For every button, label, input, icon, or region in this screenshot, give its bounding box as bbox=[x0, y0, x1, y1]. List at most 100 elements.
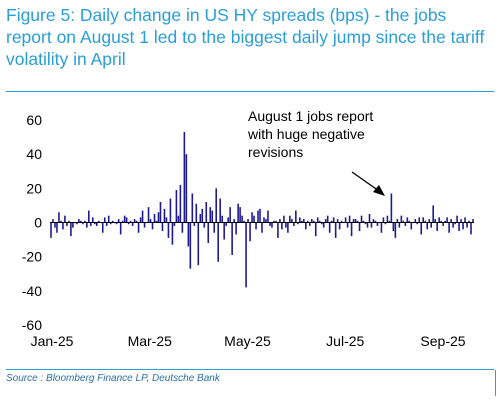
bar bbox=[177, 215, 180, 223]
bar bbox=[103, 217, 106, 223]
bar bbox=[215, 188, 218, 223]
y-tick-label: 40 bbox=[26, 146, 42, 162]
bar bbox=[62, 222, 64, 230]
bar bbox=[259, 208, 261, 223]
bar bbox=[356, 220, 359, 223]
bar bbox=[312, 220, 315, 223]
bar bbox=[243, 220, 245, 223]
bar bbox=[237, 203, 239, 223]
bar bbox=[173, 222, 176, 226]
bar bbox=[247, 219, 249, 223]
bar bbox=[326, 215, 329, 223]
annotation: August 1 jobs report with huge negative re… bbox=[247, 108, 385, 196]
bar bbox=[181, 222, 184, 233]
x-tick-label: Jul-25 bbox=[326, 333, 364, 349]
bar bbox=[283, 215, 285, 223]
bar bbox=[430, 222, 432, 228]
annotation-line: with huge negative bbox=[247, 126, 365, 142]
bar bbox=[76, 222, 78, 225]
bar bbox=[418, 217, 421, 223]
bar bbox=[285, 222, 287, 228]
bar bbox=[241, 215, 243, 223]
bar bbox=[97, 220, 100, 223]
bar bbox=[354, 219, 357, 223]
bar bbox=[422, 217, 425, 223]
bar bbox=[291, 219, 293, 223]
bar bbox=[205, 202, 208, 223]
bar bbox=[133, 219, 136, 223]
bar bbox=[58, 212, 60, 223]
bar bbox=[107, 215, 110, 223]
bar bbox=[297, 222, 299, 225]
bar bbox=[269, 222, 271, 226]
bar bbox=[199, 213, 202, 223]
bar bbox=[277, 222, 279, 238]
bar bbox=[141, 210, 144, 223]
bar bbox=[125, 217, 128, 223]
bar bbox=[362, 220, 365, 223]
bar bbox=[330, 220, 333, 223]
bar bbox=[109, 222, 112, 225]
bar bbox=[82, 222, 84, 225]
bar bbox=[402, 220, 405, 223]
bar bbox=[183, 131, 186, 223]
bar bbox=[410, 222, 413, 230]
bar bbox=[231, 222, 233, 255]
source-divider bbox=[6, 369, 494, 370]
bar bbox=[303, 219, 305, 223]
bar bbox=[119, 222, 122, 235]
bar bbox=[279, 219, 281, 223]
bar bbox=[263, 217, 265, 223]
bar bbox=[372, 219, 375, 223]
bar bbox=[80, 220, 82, 223]
bar bbox=[221, 215, 223, 223]
bar bbox=[316, 217, 319, 223]
bar bbox=[328, 222, 331, 233]
bar bbox=[386, 215, 389, 223]
bar bbox=[70, 222, 72, 237]
bar bbox=[454, 222, 456, 225]
bar bbox=[314, 222, 317, 237]
bar bbox=[197, 222, 200, 266]
bar bbox=[161, 222, 164, 232]
bar bbox=[273, 220, 275, 223]
bar bbox=[346, 222, 349, 228]
bar bbox=[414, 219, 417, 223]
bar bbox=[239, 207, 241, 223]
bar bbox=[153, 213, 156, 223]
bar bbox=[428, 219, 431, 223]
bar bbox=[175, 190, 178, 223]
y-tick-label: 20 bbox=[26, 180, 42, 196]
bar bbox=[93, 222, 96, 225]
bar bbox=[306, 220, 309, 223]
bar bbox=[466, 222, 468, 228]
y-tick-label: -20 bbox=[22, 249, 42, 265]
bar bbox=[406, 217, 409, 223]
bar bbox=[115, 222, 118, 225]
bar bbox=[267, 210, 269, 223]
bar bbox=[336, 219, 339, 223]
figure-title: Figure 5: Daily change in US HY spreads … bbox=[6, 5, 485, 69]
bar bbox=[350, 222, 353, 237]
bar bbox=[235, 222, 237, 235]
bar bbox=[68, 220, 70, 223]
bar bbox=[101, 222, 104, 233]
x-tick-label: Sep-25 bbox=[420, 333, 465, 349]
bar bbox=[187, 222, 190, 247]
bar bbox=[360, 215, 363, 223]
bar bbox=[426, 222, 429, 230]
bar bbox=[139, 217, 142, 223]
bar bbox=[408, 220, 411, 223]
source-note: Source : Bloomberg Finance LP, Deutsche … bbox=[6, 373, 220, 384]
bar bbox=[390, 193, 393, 223]
bar bbox=[289, 215, 291, 223]
bar bbox=[436, 222, 438, 232]
bar bbox=[123, 215, 126, 223]
bar bbox=[217, 222, 219, 262]
bar bbox=[440, 220, 442, 223]
bar bbox=[265, 219, 267, 223]
bar bbox=[229, 207, 231, 223]
bar bbox=[227, 217, 229, 223]
bar bbox=[366, 222, 369, 228]
bar bbox=[157, 212, 160, 223]
